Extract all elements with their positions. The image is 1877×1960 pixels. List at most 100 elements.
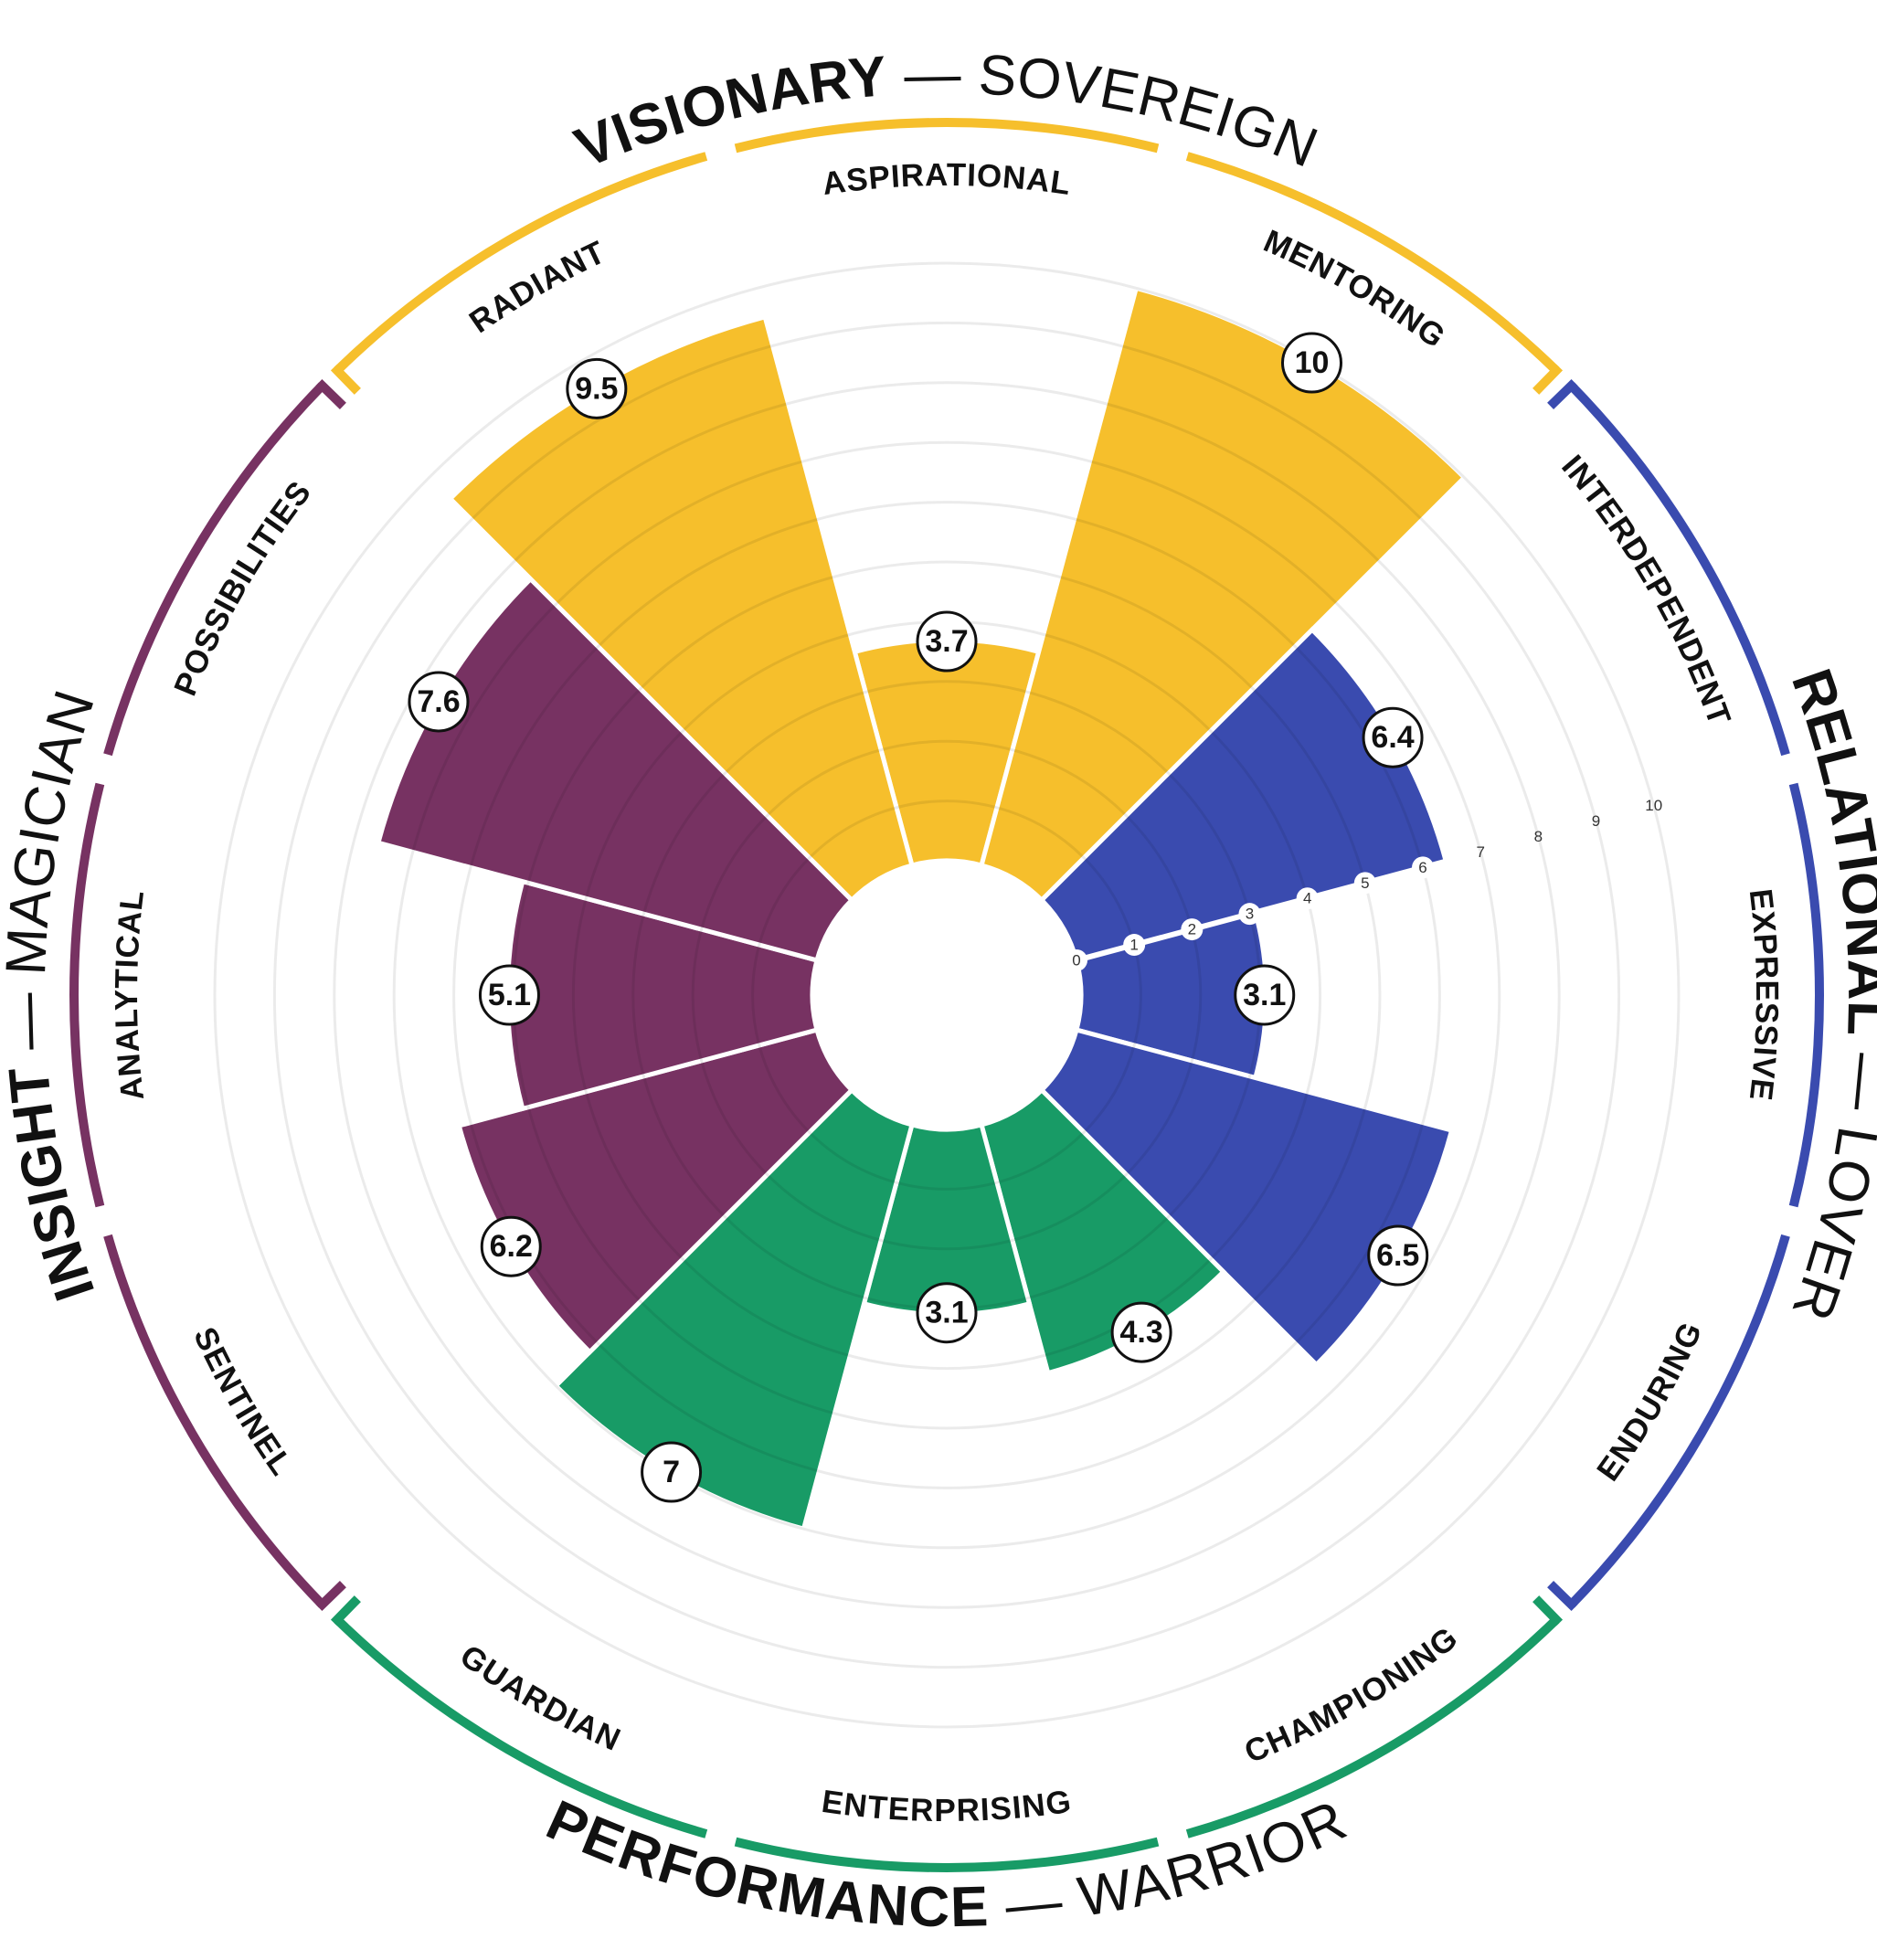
bar-aspirational: [852, 637, 1042, 869]
group-arcs: [69, 118, 1824, 1872]
bar-mentoring: [978, 285, 1468, 904]
group-label-relational: RELATIONAL — LOVER: [1779, 662, 1877, 1329]
category-label-guardian: GUARDIAN: [453, 1638, 626, 1759]
category-label-expressive: EXPRESSIVE: [1742, 887, 1784, 1103]
group-arc-end: [330, 364, 361, 395]
value-label: 7.6: [417, 684, 460, 719]
group-arc-end: [315, 378, 346, 409]
tick-dot: [1123, 934, 1146, 957]
bar-sentinel: [456, 1026, 855, 1356]
value-label: 6.4: [1371, 720, 1414, 755]
group-arc-segment: [734, 118, 1160, 154]
grid-ring-8: [333, 381, 1561, 1609]
group-arc-segment: [1185, 152, 1560, 375]
value-badge: [1367, 1224, 1429, 1287]
value-label: 4.3: [1119, 1315, 1162, 1350]
grid-ring-1: [751, 800, 1142, 1191]
value-badge: [566, 357, 628, 419]
tick-label: 1: [1129, 937, 1138, 954]
value-label: 3.1: [1243, 978, 1286, 1012]
tick-dot: [1181, 918, 1204, 941]
value-badge: [1281, 332, 1342, 394]
grid-ring-7: [392, 440, 1501, 1550]
value-label: 3.1: [925, 1296, 968, 1330]
group-arc-end: [1532, 364, 1564, 395]
category-label-aspirational: ASPIRATIONAL: [820, 157, 1073, 202]
tick-label: 10: [1645, 797, 1662, 814]
bar-guardian: [552, 1086, 916, 1532]
group-arc-end: [1547, 1581, 1578, 1612]
group-arc-segment: [1788, 782, 1824, 1208]
tick-dot: [1065, 948, 1087, 971]
category-label-possibilities: POSSIBILITIES: [167, 474, 318, 701]
grid-ring-2: [691, 739, 1203, 1251]
group-arc-segment: [1567, 382, 1790, 757]
group-arc-end: [1547, 378, 1578, 409]
group-label-insight: INSIGHT — MAGICIAN: [0, 683, 108, 1308]
group-arc-end: [1532, 1595, 1564, 1626]
tick-label: 2: [1188, 921, 1196, 938]
value-badge: [1362, 706, 1424, 768]
tick-label: 5: [1361, 874, 1369, 892]
tick-dot: [1353, 872, 1376, 895]
tick-label: 3: [1246, 906, 1254, 923]
tick-label: 4: [1303, 890, 1311, 907]
bar-possibilities: [375, 576, 855, 964]
category-labels: ASPIRATIONAL MENTORING INTERDEPENDENT EXPRE…: [109, 157, 1784, 1828]
group-arc-segment: [334, 1616, 708, 1838]
bar-enterprising: [861, 1121, 1033, 1318]
bar-interdependent: [1038, 626, 1449, 964]
value-badge: [1234, 964, 1296, 1026]
category-label-enduring: ENDURING: [1590, 1317, 1710, 1488]
value-badge: [480, 1215, 542, 1277]
value-label: 9.5: [575, 371, 618, 406]
tick-label: 9: [1592, 812, 1600, 830]
category-label-enterprising: ENTERPRISING: [820, 1784, 1074, 1828]
value-badge: [478, 964, 540, 1026]
group-labels: VISIONARY — SOVEREIGNRELATIONAL — LOVERP…: [0, 43, 1877, 1940]
tick-dot: [1412, 856, 1435, 879]
bar-radiant: [447, 313, 916, 904]
category-label-mentoring: MENTORING: [1258, 223, 1452, 355]
group-arc-segment: [103, 382, 326, 757]
bar-enduring: [1038, 1026, 1455, 1369]
tick-dot: [1296, 887, 1319, 910]
value-label: 3.7: [925, 624, 968, 659]
value-badge: [916, 610, 978, 673]
group-arc-segment: [334, 152, 708, 375]
category-label-analytical: ANALYTICAL: [109, 888, 151, 1103]
bar-analytical: [504, 878, 821, 1112]
group-arc-segment: [734, 1837, 1160, 1872]
group-arc-end: [315, 1581, 346, 1612]
radial-axis: 0 1 2 3 4 5 6 7 8 9 10: [1065, 797, 1662, 971]
bar-championing: [978, 1086, 1227, 1376]
tick-label: 8: [1534, 828, 1543, 845]
tick-label: 7: [1476, 843, 1484, 861]
tick-label: 6: [1418, 859, 1426, 876]
value-label: 10: [1295, 345, 1330, 380]
bars: [375, 285, 1468, 1532]
value-label: 6.2: [490, 1229, 533, 1264]
value-badge: [408, 671, 470, 733]
tick-label: 0: [1072, 951, 1080, 969]
grid-ring-10: [213, 261, 1681, 1729]
category-label-interdependent: INTERDEPENDENT: [1554, 449, 1737, 730]
group-arc-end: [330, 1595, 361, 1626]
tick-dot: [1238, 903, 1261, 926]
group-arc-segment: [69, 782, 105, 1208]
group-arc-segment: [1185, 1616, 1560, 1838]
value-label: 5.1: [488, 978, 531, 1012]
grid-ring-9: [272, 321, 1621, 1669]
value-badge: [641, 1441, 703, 1503]
bar-expressive: [1073, 909, 1269, 1081]
value-label: 7: [663, 1455, 680, 1489]
category-label-championing: CHAMPIONING: [1240, 1620, 1466, 1771]
value-badge: [1110, 1301, 1172, 1363]
value-label: 6.5: [1376, 1238, 1419, 1273]
group-arc-segment: [1567, 1234, 1790, 1608]
grid-ring-6: [452, 501, 1441, 1489]
group-arc-segment: [103, 1234, 326, 1608]
value-badge: [916, 1282, 978, 1344]
